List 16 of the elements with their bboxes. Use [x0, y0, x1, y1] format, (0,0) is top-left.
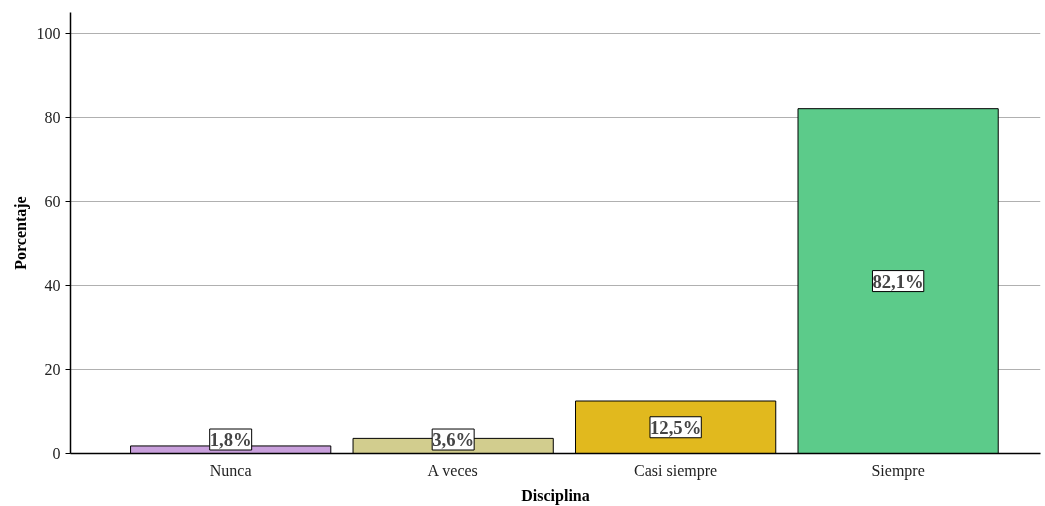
x-tick-label: Siempre — [871, 461, 925, 480]
data-label: 3,6% — [432, 429, 475, 451]
x-tick-label: A veces — [427, 461, 478, 479]
x-tick-label: Casi siempre — [634, 461, 718, 480]
y-axis-title: Porcentaje — [11, 196, 30, 270]
y-tick-label: 20 — [44, 361, 61, 378]
y-tick-label: 40 — [44, 277, 61, 294]
y-tick-label: 100 — [36, 25, 61, 42]
x-axis-title: Disciplina — [521, 486, 590, 505]
y-tick-label: 80 — [44, 109, 61, 126]
x-tick-label: Nunca — [209, 461, 252, 479]
y-tick-label: 60 — [44, 193, 61, 210]
data-label: 82,1% — [872, 270, 924, 292]
data-label: 12,5% — [649, 416, 702, 438]
y-tick-label: 0 — [52, 445, 61, 462]
data-label: 1,8% — [209, 429, 252, 451]
